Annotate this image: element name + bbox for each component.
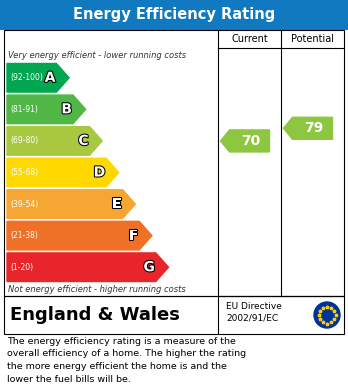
Text: G: G xyxy=(143,260,155,274)
Text: B: B xyxy=(61,102,72,117)
Polygon shape xyxy=(7,190,135,218)
Text: Energy Efficiency Rating: Energy Efficiency Rating xyxy=(73,7,275,23)
Polygon shape xyxy=(7,95,86,124)
Bar xyxy=(0,0,348,30)
Text: (81-91): (81-91) xyxy=(10,105,38,114)
Polygon shape xyxy=(7,63,69,92)
Text: (92-100): (92-100) xyxy=(10,73,43,82)
Bar xyxy=(4,296,344,334)
Text: EU Directive
2002/91/EC: EU Directive 2002/91/EC xyxy=(226,301,282,323)
Circle shape xyxy=(314,302,340,328)
Text: 79: 79 xyxy=(304,121,323,135)
Polygon shape xyxy=(284,117,332,139)
Text: The energy efficiency rating is a measure of the
overall efficiency of a home. T: The energy efficiency rating is a measur… xyxy=(7,337,246,384)
Text: A: A xyxy=(45,71,55,85)
Polygon shape xyxy=(7,158,119,187)
Text: Not energy efficient - higher running costs: Not energy efficient - higher running co… xyxy=(8,285,186,294)
Text: (21-38): (21-38) xyxy=(10,231,38,240)
Text: Current: Current xyxy=(231,34,268,44)
Text: England & Wales: England & Wales xyxy=(10,306,180,324)
Text: (55-68): (55-68) xyxy=(10,168,38,177)
Text: C: C xyxy=(78,134,89,148)
Polygon shape xyxy=(7,127,102,155)
Text: E: E xyxy=(112,197,122,211)
Text: (1-20): (1-20) xyxy=(10,263,33,272)
Text: 70: 70 xyxy=(241,134,260,148)
Polygon shape xyxy=(7,221,152,250)
Text: (69-80): (69-80) xyxy=(10,136,38,145)
Text: Very energy efficient - lower running costs: Very energy efficient - lower running co… xyxy=(8,50,186,59)
Text: (39-54): (39-54) xyxy=(10,199,38,208)
Text: F: F xyxy=(129,229,138,243)
Polygon shape xyxy=(221,130,269,152)
Polygon shape xyxy=(7,253,168,282)
Bar xyxy=(4,30,344,296)
Text: D: D xyxy=(94,165,105,179)
Text: Potential: Potential xyxy=(291,34,334,44)
